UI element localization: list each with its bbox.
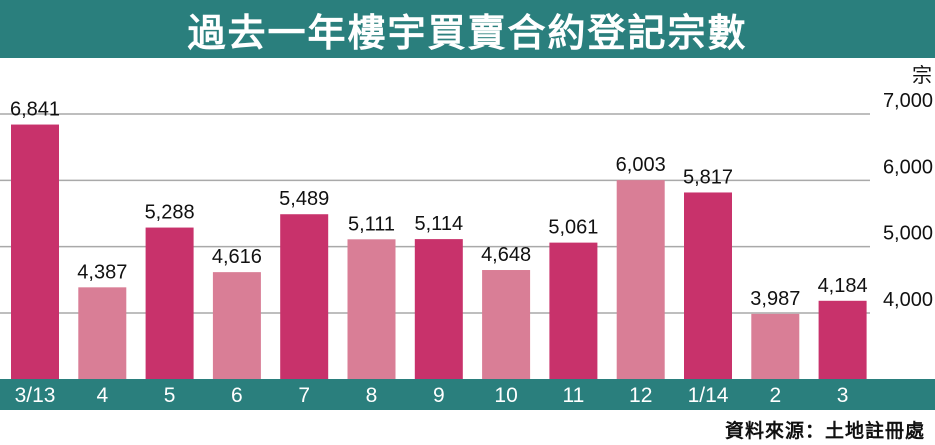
data-label: 5,061	[548, 217, 598, 239]
data-label: 4,616	[212, 246, 262, 268]
x-tick-label: 8	[366, 384, 378, 407]
data-label: 6,003	[616, 154, 666, 176]
y-tick-label: 6,000	[883, 156, 933, 178]
bar	[280, 214, 329, 379]
x-tick-label: 10	[494, 384, 517, 407]
bar	[11, 124, 59, 379]
bar	[212, 272, 261, 379]
x-tick-label: 2	[769, 384, 781, 407]
bar	[751, 313, 800, 379]
chart-title: 過去一年樓宇買賣合約登記宗數	[187, 10, 748, 55]
x-tick-label: 11	[562, 384, 584, 407]
bar	[616, 180, 665, 379]
x-tick-label: 5	[164, 384, 176, 407]
x-tick-label: 3/13	[15, 384, 56, 407]
x-tick-label: 1/14	[688, 384, 729, 407]
bar	[818, 300, 867, 379]
bar	[145, 227, 194, 379]
data-label: 5,111	[348, 213, 395, 235]
y-unit-label: 宗	[912, 63, 932, 87]
x-tick-label: 12	[629, 384, 652, 407]
data-label: 5,288	[145, 202, 195, 224]
data-label: 4,387	[77, 261, 127, 283]
y-tick-label: 4,000	[883, 289, 933, 311]
bar	[78, 287, 127, 379]
y-tick-label: 5,000	[883, 223, 933, 245]
x-tick-label: 4	[96, 384, 108, 407]
x-tick-label: 3	[837, 384, 849, 407]
data-label: 5,114	[415, 213, 464, 235]
data-label: 5,489	[279, 188, 329, 210]
data-label: 6,841	[10, 99, 60, 121]
bar	[684, 192, 732, 379]
data-label: 3,987	[750, 288, 800, 310]
x-tick-label: 7	[298, 384, 310, 407]
title-bar: 過去一年樓宇買賣合約登記宗數	[0, 0, 935, 58]
x-tick-label: 9	[433, 384, 445, 407]
data-label: 5,817	[683, 166, 733, 188]
x-axis-band	[0, 379, 935, 410]
bar	[347, 239, 396, 379]
bar	[414, 239, 463, 379]
bar	[549, 242, 598, 379]
x-tick-label: 6	[231, 384, 243, 407]
bar	[482, 270, 531, 379]
source-note: 資料來源：土地註冊處	[724, 420, 925, 442]
data-label: 4,648	[481, 244, 531, 266]
y-tick-label: 7,000	[883, 90, 933, 112]
data-label: 4,184	[818, 275, 868, 297]
